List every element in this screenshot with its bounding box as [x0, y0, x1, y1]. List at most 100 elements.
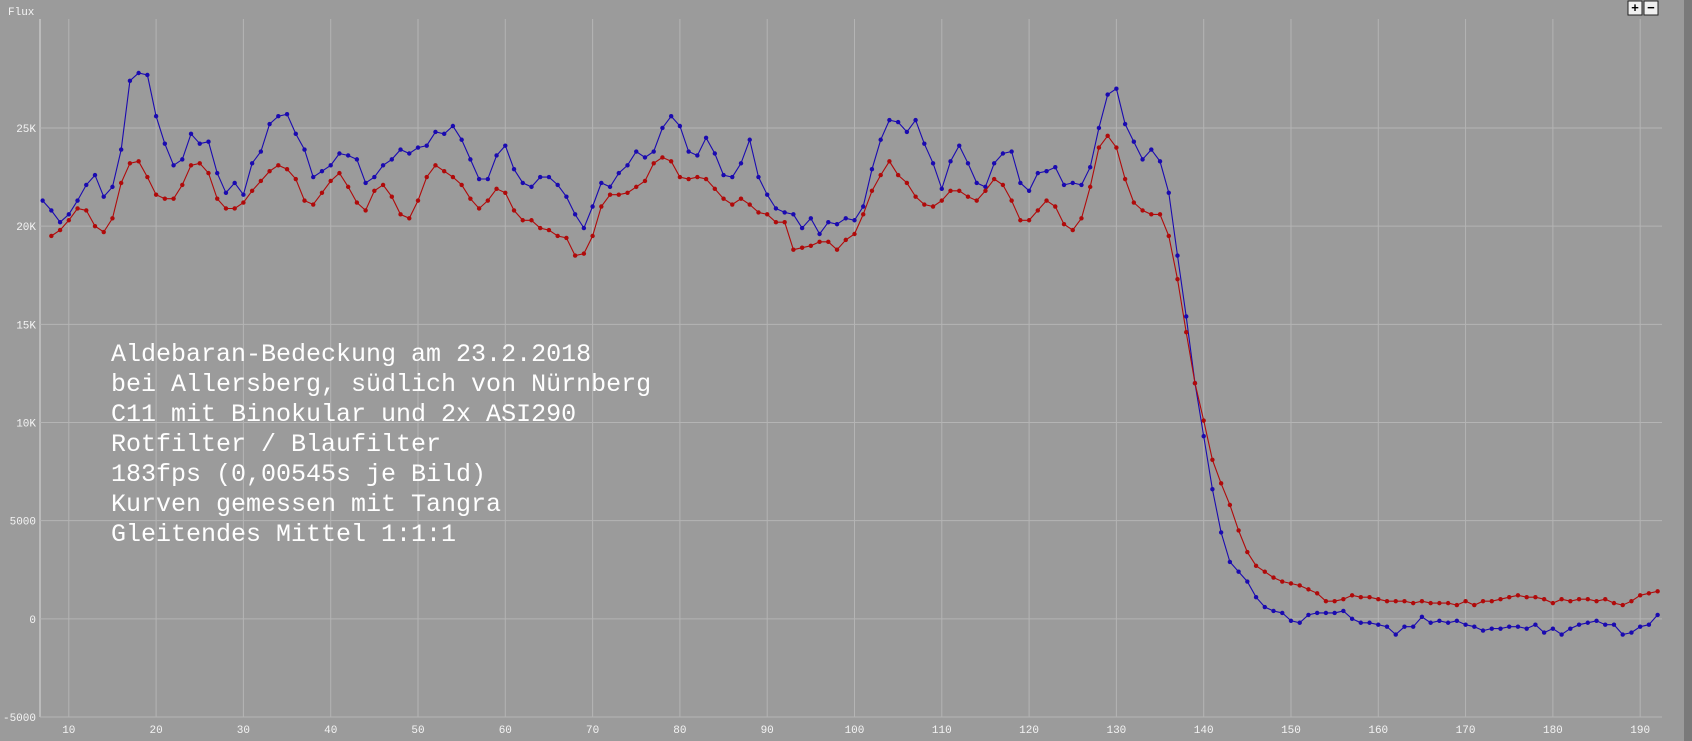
data-point — [668, 159, 674, 164]
data-point — [957, 188, 962, 194]
x-tick-label: 40 — [324, 725, 337, 737]
y-axis-label: Flux — [8, 7, 35, 19]
data-point — [1349, 593, 1355, 598]
data-point — [84, 208, 89, 213]
data-point — [922, 202, 927, 207]
y-tick-label: 10K — [16, 418, 36, 430]
data-point — [1122, 121, 1128, 127]
data-point — [1533, 595, 1538, 600]
data-point — [764, 212, 770, 217]
data-point — [782, 210, 787, 215]
data-point — [817, 231, 822, 237]
data-point — [380, 182, 386, 188]
data-point — [1524, 626, 1529, 631]
x-tick-label: 60 — [499, 725, 512, 737]
data-point — [939, 186, 944, 192]
data-point — [345, 184, 351, 190]
data-point — [546, 174, 552, 180]
data-point — [1559, 632, 1564, 637]
data-point — [555, 233, 560, 239]
data-point — [249, 161, 255, 166]
zoom-out[interactable]: − — [1643, 0, 1659, 16]
data-point — [843, 237, 848, 243]
data-point — [738, 161, 744, 166]
annotation-line: bei Allersberg, südlich von Nürnberg — [111, 370, 651, 399]
zoom-in[interactable]: + — [1627, 0, 1643, 16]
data-point — [625, 190, 630, 195]
data-point — [1376, 622, 1381, 627]
data-point — [197, 141, 202, 146]
data-point — [1402, 624, 1407, 629]
data-point — [1323, 598, 1329, 604]
data-point — [1384, 598, 1390, 604]
annotation-line: Rotfilter / Blaufilter — [111, 430, 441, 459]
x-tick-label: 130 — [1106, 725, 1126, 737]
data-point — [468, 196, 473, 201]
data-point — [1402, 598, 1407, 604]
data-point — [311, 174, 316, 180]
data-point — [834, 247, 840, 252]
data-point — [572, 253, 578, 258]
data-point — [1079, 182, 1084, 188]
data-point — [1646, 591, 1652, 596]
data-point — [834, 221, 840, 227]
x-tick-label: 30 — [237, 725, 250, 737]
data-point — [1000, 151, 1006, 156]
data-point — [983, 184, 988, 190]
data-point — [764, 192, 770, 197]
data-point — [1603, 596, 1608, 602]
zoom-out-label: − — [1647, 1, 1655, 16]
data-point — [293, 176, 298, 182]
data-point — [686, 149, 691, 154]
data-point — [110, 216, 115, 221]
data-point — [721, 196, 726, 201]
data-point — [1026, 218, 1032, 223]
data-point — [974, 180, 979, 186]
data-point — [1515, 593, 1521, 598]
data-point — [1393, 632, 1398, 637]
data-point — [66, 212, 72, 217]
data-point — [459, 137, 464, 142]
data-point — [1061, 221, 1067, 227]
data-point — [695, 174, 700, 180]
data-point — [1280, 610, 1285, 616]
data-point — [852, 231, 857, 237]
data-point — [75, 206, 80, 211]
data-point — [712, 186, 718, 192]
data-point — [372, 188, 377, 194]
data-point — [581, 251, 587, 256]
data-point — [180, 157, 185, 162]
data-point — [1611, 600, 1617, 606]
data-point — [180, 182, 185, 188]
data-point — [188, 163, 194, 168]
data-point — [1559, 596, 1564, 602]
data-point — [284, 112, 290, 117]
data-point — [887, 159, 892, 164]
data-point — [1053, 204, 1058, 209]
annotation-line: Aldebaran-Bedeckung am 23.2.2018 — [111, 340, 591, 369]
data-point — [1236, 569, 1241, 574]
data-point — [1541, 596, 1547, 602]
data-point — [389, 194, 395, 199]
data-point — [1341, 596, 1346, 602]
data-point — [1218, 481, 1224, 486]
data-point — [826, 220, 831, 225]
data-point — [1096, 125, 1102, 131]
data-point — [861, 212, 866, 217]
data-point — [258, 178, 264, 184]
data-point — [215, 196, 220, 201]
data-point — [127, 78, 133, 84]
data-point — [799, 245, 805, 250]
data-point — [1585, 620, 1590, 625]
data-point — [1306, 612, 1311, 618]
data-point — [1629, 630, 1634, 635]
data-point — [1454, 618, 1460, 623]
data-point — [424, 143, 429, 148]
data-point — [1157, 212, 1163, 217]
data-point — [616, 192, 621, 197]
data-point — [188, 131, 194, 137]
data-point — [1594, 618, 1599, 623]
data-point — [319, 190, 325, 195]
